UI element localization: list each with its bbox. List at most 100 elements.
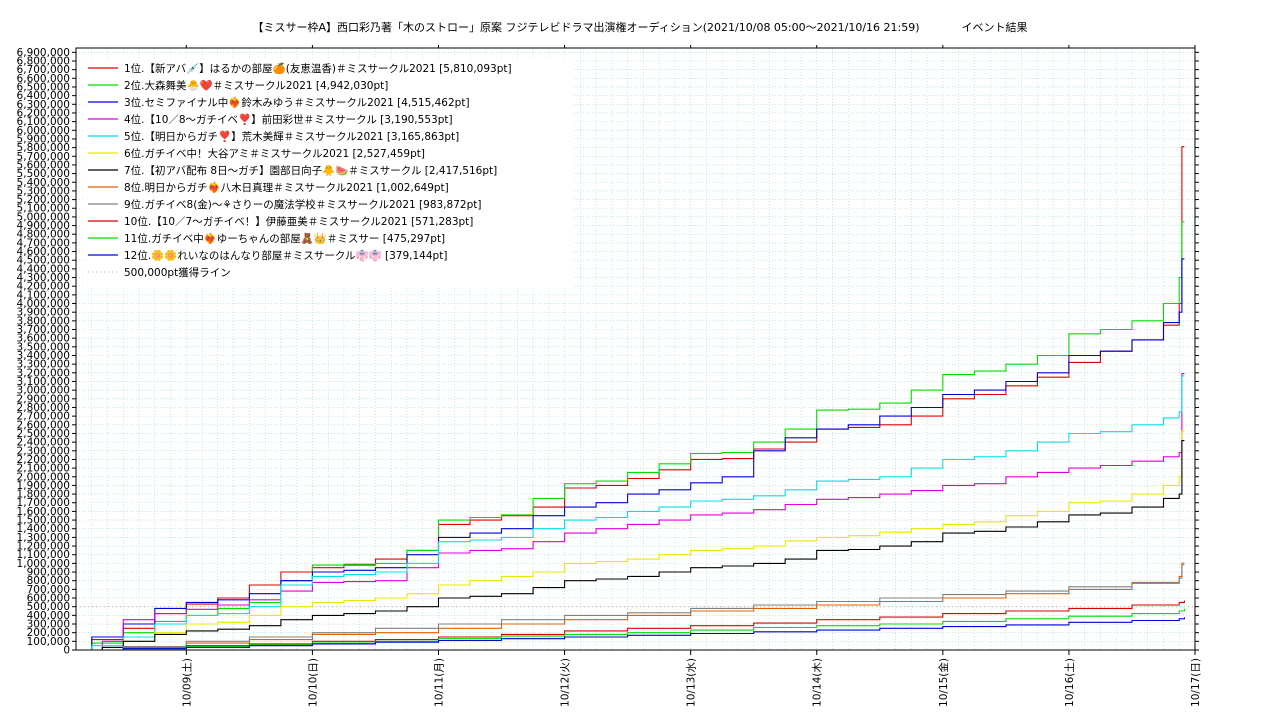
y-tick-label: 6,400,000 [17, 90, 70, 102]
plot-frame [75, 47, 1196, 651]
y-tick-label: 4,000,000 [17, 298, 70, 310]
series-line-1 [86, 146, 1185, 651]
legend-label-5: 5位.【明日からガチ❣️】荒木美輝＃ミスサークル2021 [3,165,863p… [124, 130, 459, 143]
y-tick-label: 3,300,000 [17, 359, 70, 371]
series-line-5 [86, 375, 1185, 651]
legend-label-8: 8位.明日からガチ❤️‍🔥八木日真理＃ミスサークル2021 [1,002,649… [124, 181, 449, 194]
legend-label-4: 4位.【10／8〜ガチイベ❣️】前田彩世＃ミスサークル [3,190,553pt… [124, 113, 453, 126]
y-tick-label: 4,500,000 [17, 255, 70, 267]
legend-label-reference: 500,000pt獲得ライン [124, 266, 231, 279]
y-tick-label: 5,300,000 [17, 185, 70, 197]
y-tick-label: 4,100,000 [17, 289, 70, 301]
y-tick-label: 5,800,000 [17, 142, 70, 154]
y-tick-label: 3,200,000 [17, 367, 70, 379]
series-line-10 [86, 600, 1185, 651]
chart-subtitle: イベント結果 [961, 21, 1028, 34]
legend-label-12: 12位.🌼🌼れいなのはんなり部屋＃ミスサークル👘👘 [379,144pt] [124, 249, 447, 262]
y-tick-label: 2,700,000 [17, 411, 70, 423]
y-tick-label: 3,100,000 [17, 376, 70, 388]
series-line-3 [86, 258, 1185, 651]
y-tick-label: 1,200,000 [17, 541, 70, 553]
series-line-9 [86, 564, 1185, 651]
y-tick-label: 100,000 [27, 636, 70, 648]
y-tick-label: 2,200,000 [17, 454, 70, 466]
y-tick-label: 4,300,000 [17, 272, 70, 284]
x-tick-label: 10/12(火) [560, 658, 572, 707]
y-tick-label: 5,700,000 [17, 151, 70, 163]
y-tick-label: 5,000,000 [17, 211, 70, 223]
y-tick-label: 3,600,000 [17, 333, 70, 345]
x-tick-label: 10/15(金) [937, 658, 950, 707]
x-axis: 10/09(土) 10/10(日) 10/11(月) 10/12(火) 10/13(水)… [180, 45, 1202, 707]
y-tick-label: 1,000,000 [17, 558, 70, 570]
y-tick-label: 400,000 [27, 610, 70, 622]
y-tick-label: 1,100,000 [17, 549, 70, 561]
y-tick-label: 700,000 [27, 584, 70, 596]
y-tick-label: 3,800,000 [17, 315, 70, 327]
chart-title-text: 【ミスサー枠A】西口彩乃著「木のストロー」原案 フジテレビドラマ出演権オーディシ… [252, 21, 920, 34]
legend-label-2: 2位.大森舞美🐣❤️＃ミスサークル2021 [4,942,030pt] [124, 79, 388, 92]
x-tick-label: 10/09(土) [180, 658, 193, 707]
series-line-2 [86, 221, 1185, 651]
x-tick-label: 10/14(木) [812, 658, 824, 707]
y-tick-label: 6,700,000 [17, 64, 70, 76]
y-tick-label: 900,000 [27, 567, 70, 579]
y-tick-label: 6,900,000 [17, 47, 70, 59]
y-tick-label: 6,100,000 [17, 116, 70, 128]
y-tick-label: 2,800,000 [17, 402, 70, 414]
y-tick-label: 5,400,000 [17, 177, 70, 189]
y-tick-label: 3,000,000 [17, 385, 70, 397]
x-tick-label: 10/16(土) [1063, 658, 1076, 707]
series-line-11 [86, 608, 1185, 651]
y-tick-label: 1,600,000 [17, 506, 70, 518]
y-tick-label: 5,900,000 [17, 133, 70, 145]
x-tick-label: 10/11(月) [433, 658, 445, 707]
y-axis: 0100,000200,000300,000400,000500,000600,… [17, 47, 1199, 657]
y-tick-label: 4,900,000 [17, 220, 70, 232]
y-tick-label: 3,900,000 [17, 307, 70, 319]
y-tick-label: 4,200,000 [17, 281, 70, 293]
y-tick-label: 300,000 [27, 619, 70, 631]
y-tick-label: 6,200,000 [17, 107, 70, 119]
y-tick-label: 2,400,000 [17, 437, 70, 449]
legend-label-10: 10位.【10／7〜ガチイベ！】伊藤亜美＃ミスサークル2021 [571,283… [124, 215, 473, 228]
legend-label-9: 9位.ガチイベ8(金)〜⚘さりーの魔法学校＃ミスサークル2021 [983,87… [124, 198, 481, 211]
y-tick-label: 6,000,000 [17, 125, 70, 137]
legend-box [84, 60, 574, 287]
series-layer [86, 146, 1185, 651]
legend: 1位.【新アバ💉】はるかの部屋🍊(友恵温香)＃ミスサークル2021 [5,810… [84, 60, 574, 287]
y-tick-label: 4,400,000 [17, 263, 70, 275]
legend-label-6: 6位.ガチイベ中！大谷アミ＃ミスサークル2021 [2,527,459pt] [124, 147, 425, 160]
y-tick-label: 1,400,000 [17, 523, 70, 535]
y-tick-label: 5,600,000 [17, 159, 70, 171]
y-tick-label: 6,800,000 [17, 55, 70, 67]
y-tick-label: 6,600,000 [17, 73, 70, 85]
y-tick-label: 1,700,000 [17, 497, 70, 509]
y-tick-label: 500,000 [27, 601, 70, 613]
y-tick-label: 2,100,000 [17, 463, 70, 475]
y-tick-label: 4,700,000 [17, 237, 70, 249]
y-tick-label: 6,500,000 [17, 81, 70, 93]
y-tick-label: 2,300,000 [17, 445, 70, 457]
y-tick-label: 3,400,000 [17, 350, 70, 362]
y-tick-label: 4,800,000 [17, 229, 70, 241]
y-tick-label: 6,300,000 [17, 99, 70, 111]
y-tick-label: 5,500,000 [17, 168, 70, 180]
legend-label-7: 7位.【初アバ配布 8日〜ガチ】園部日向子🐥🍉＃ミスサークル [2,417,51… [124, 164, 497, 177]
y-tick-label: 1,900,000 [17, 480, 70, 492]
y-tick-label: 800,000 [27, 575, 70, 587]
y-tick-label: 2,900,000 [17, 393, 70, 405]
series-line-6 [86, 430, 1185, 651]
y-tick-label: 5,100,000 [17, 203, 70, 215]
y-tick-label: 0 [63, 645, 70, 657]
y-tick-label: 1,300,000 [17, 532, 70, 544]
y-tick-label: 2,600,000 [17, 419, 70, 431]
y-tick-label: 200,000 [27, 627, 70, 639]
series-line-7 [86, 440, 1185, 651]
y-tick-label: 2,500,000 [17, 428, 70, 440]
y-tick-label: 5,200,000 [17, 194, 70, 206]
x-tick-label: 10/13(水) [686, 658, 698, 707]
y-tick-label: 1,500,000 [17, 515, 70, 527]
x-tick-label: 10/10(日) [307, 658, 319, 707]
y-tick-label: 1,800,000 [17, 489, 70, 501]
